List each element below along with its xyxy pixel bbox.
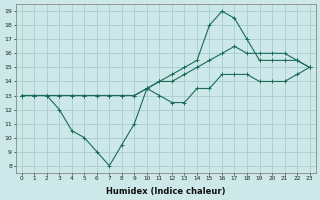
X-axis label: Humidex (Indice chaleur): Humidex (Indice chaleur)	[106, 187, 225, 196]
